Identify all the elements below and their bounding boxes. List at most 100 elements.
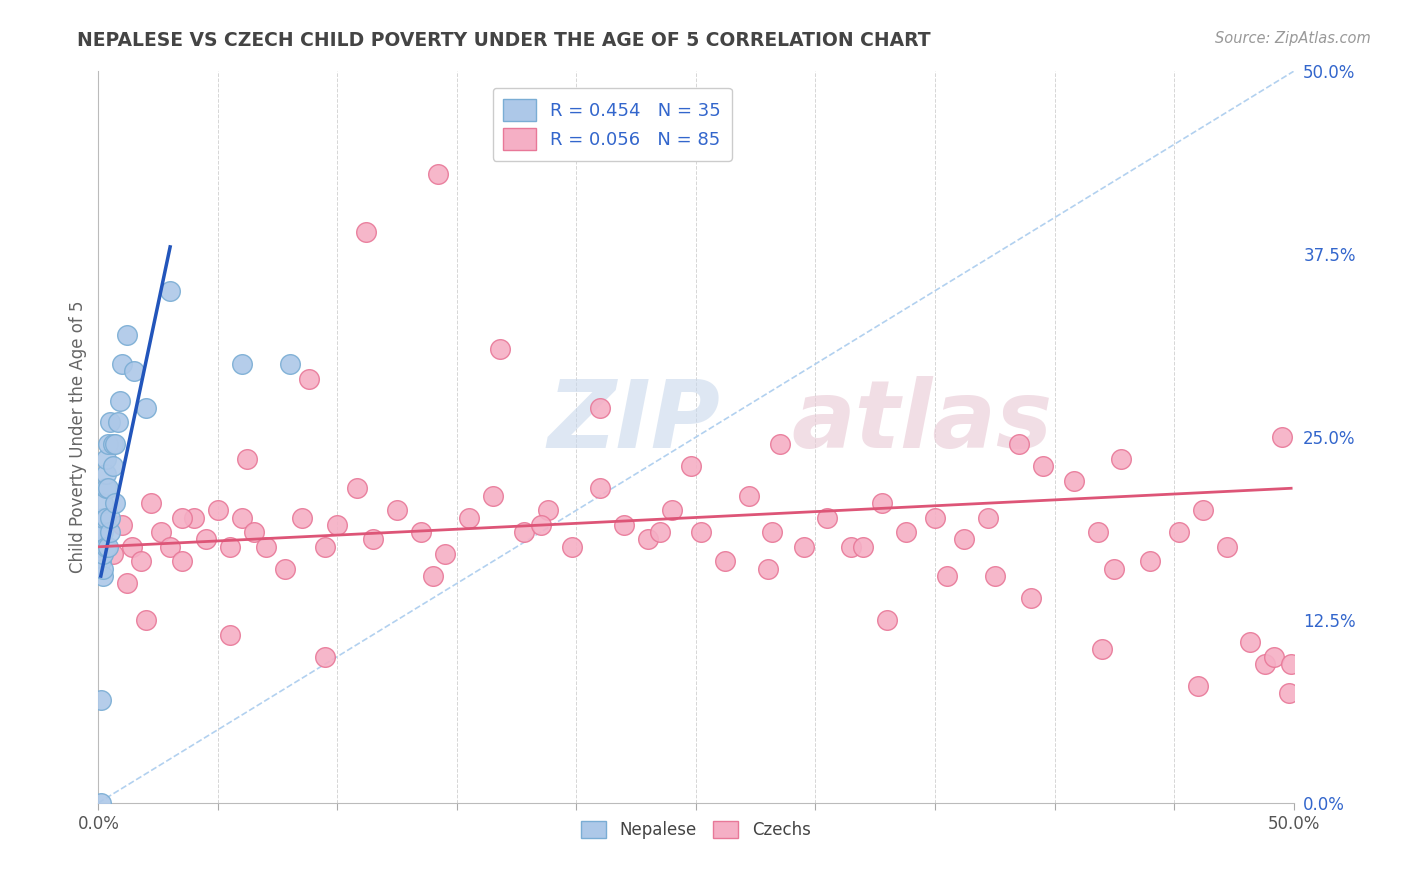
Point [90, 540, 112, 554]
Point [737, 489, 759, 503]
Point [94, 467, 117, 481]
Point [1167, 525, 1189, 540]
Point [872, 496, 894, 510]
Point [298, 371, 321, 385]
Point [422, 569, 444, 583]
Point [1254, 657, 1277, 671]
Point [1278, 686, 1301, 700]
Point [207, 503, 229, 517]
Text: atlas: atlas [792, 376, 1053, 468]
Point [91, 510, 114, 524]
Point [97, 437, 120, 451]
Y-axis label: Child Poverty Under the Age of 5: Child Poverty Under the Age of 5 [69, 301, 87, 574]
Point [530, 517, 553, 532]
Point [489, 343, 512, 357]
Point [481, 489, 505, 503]
Point [101, 459, 124, 474]
Point [1263, 649, 1285, 664]
Point [589, 401, 612, 415]
Point [172, 554, 194, 568]
Point [108, 393, 131, 408]
Point [291, 510, 314, 524]
Point [91, 525, 114, 540]
Point [183, 510, 205, 524]
Point [278, 357, 301, 371]
Point [346, 481, 368, 495]
Point [1215, 540, 1237, 554]
Point [98, 416, 122, 430]
Point [589, 481, 612, 495]
Point [219, 627, 242, 641]
Point [537, 503, 560, 517]
Point [852, 540, 875, 554]
Point [101, 437, 124, 451]
Point [219, 540, 242, 554]
Point [94, 481, 117, 495]
Point [936, 569, 959, 583]
Point [326, 517, 349, 532]
Point [90, 693, 112, 707]
Point [1019, 591, 1042, 605]
Text: ZIP: ZIP [547, 376, 720, 468]
Point [1191, 503, 1213, 517]
Point [681, 459, 703, 474]
Point [172, 510, 194, 524]
Point [1271, 430, 1294, 444]
Point [111, 357, 134, 371]
Point [104, 496, 127, 510]
Point [91, 569, 114, 583]
Point [121, 540, 143, 554]
Point [94, 452, 117, 467]
Point [1239, 635, 1261, 649]
Point [159, 284, 181, 298]
Point [952, 533, 974, 547]
Point [513, 525, 536, 540]
Point [1063, 474, 1085, 488]
Point [354, 225, 377, 239]
Point [159, 540, 181, 554]
Point [458, 510, 481, 524]
Point [90, 525, 112, 540]
Point [231, 510, 253, 524]
Point [149, 525, 172, 540]
Point [613, 517, 636, 532]
Point [98, 510, 122, 524]
Point [385, 503, 409, 517]
Point [90, 554, 112, 568]
Point [1091, 642, 1114, 657]
Text: Source: ZipAtlas.com: Source: ZipAtlas.com [1215, 31, 1371, 46]
Point [426, 167, 449, 181]
Point [1139, 554, 1161, 568]
Point [661, 503, 683, 517]
Point [98, 525, 122, 540]
Point [195, 533, 218, 547]
Point [115, 327, 138, 342]
Point [876, 613, 898, 627]
Point [363, 533, 385, 547]
Point [91, 547, 114, 561]
Point [97, 481, 120, 495]
Point [1187, 679, 1209, 693]
Point [434, 547, 457, 561]
Point [768, 437, 790, 451]
Point [315, 540, 337, 554]
Point [1104, 562, 1126, 576]
Point [139, 496, 162, 510]
Point [761, 525, 783, 540]
Point [713, 554, 735, 568]
Point [411, 525, 433, 540]
Point [135, 613, 157, 627]
Point [561, 540, 583, 554]
Point [984, 569, 1007, 583]
Legend: Nepalese, Czechs: Nepalese, Czechs [575, 814, 817, 846]
Point [689, 525, 711, 540]
Point [231, 357, 253, 371]
Point [841, 540, 863, 554]
Text: NEPALESE VS CZECH CHILD POVERTY UNDER THE AGE OF 5 CORRELATION CHART: NEPALESE VS CZECH CHILD POVERTY UNDER TH… [77, 31, 931, 50]
Point [101, 547, 124, 561]
Point [1111, 452, 1133, 467]
Point [274, 562, 297, 576]
Point [1032, 459, 1054, 474]
Point [756, 562, 779, 576]
Point [1087, 525, 1109, 540]
